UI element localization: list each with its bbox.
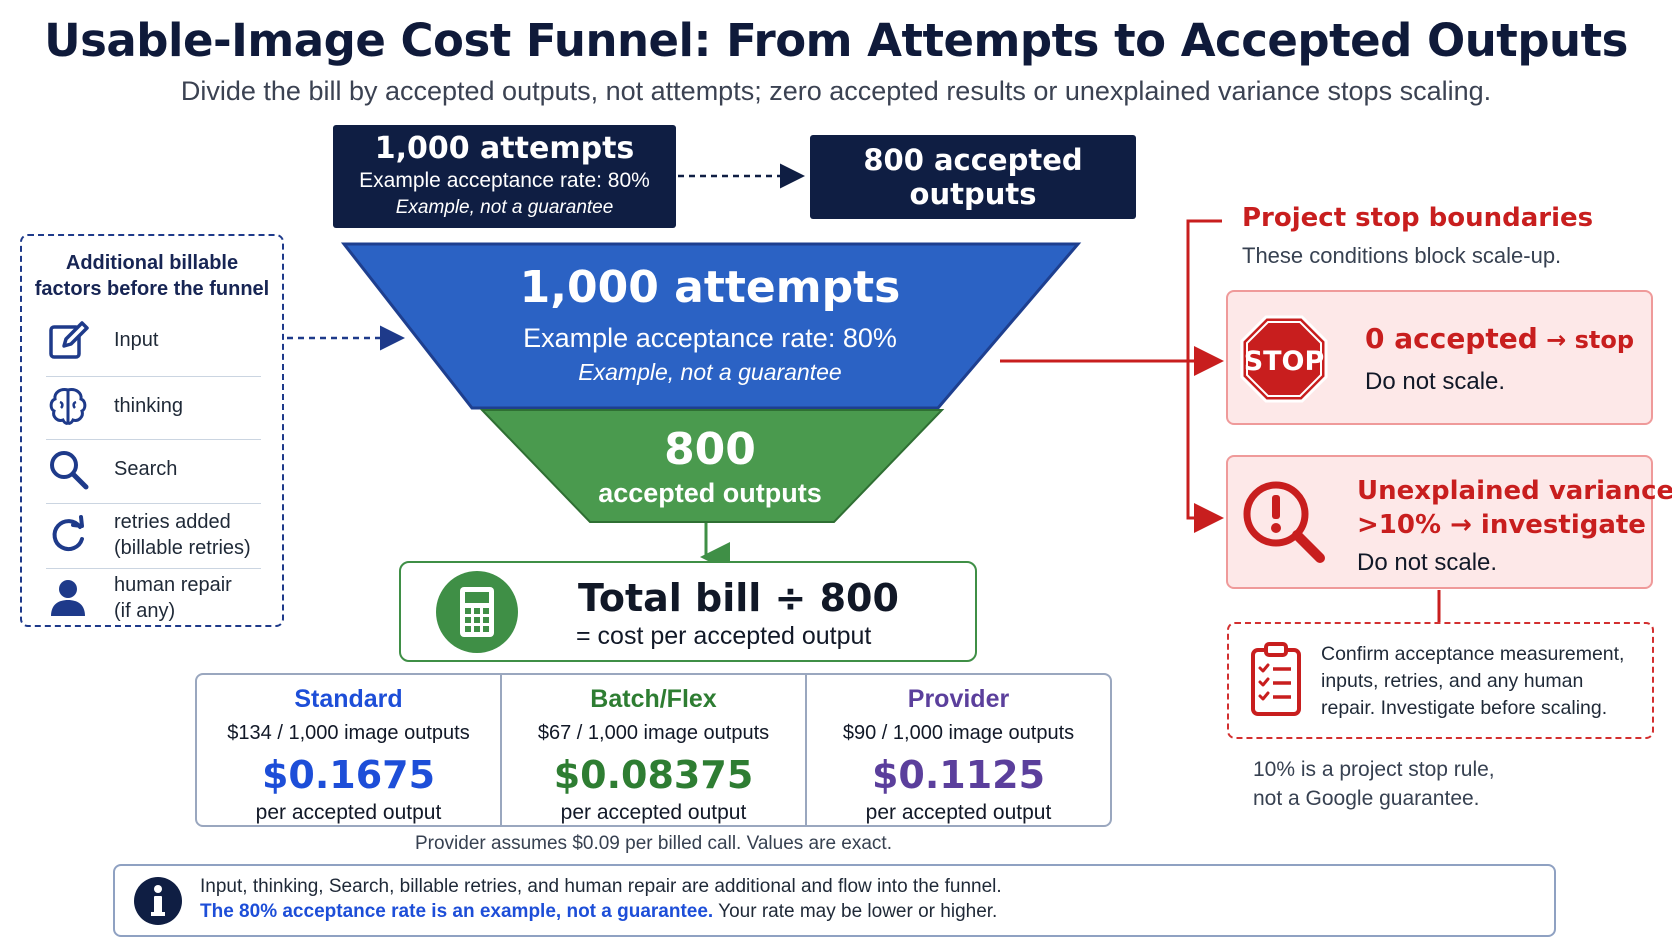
factor-divider	[46, 503, 261, 504]
accepted-box: 800 accepted outputs	[810, 135, 1136, 219]
factor-retries-text: retries added (billable retries)	[114, 509, 251, 561]
info-rest: Your rate may be lower or higher.	[713, 901, 998, 922]
factor-search-label: Search	[114, 458, 178, 480]
pricing-cost: $0.1675	[261, 753, 436, 797]
factors-heading: Additional billable factors before the f…	[22, 250, 282, 302]
factor-divider	[46, 439, 261, 440]
variance-body: Do not scale.	[1357, 549, 1498, 576]
pricing-batch-flex: Batch/Flex $67 / 1,000 image outputs $0.…	[502, 675, 805, 825]
factor-divider	[46, 376, 261, 377]
factor-thinking-label: thinking	[114, 395, 183, 417]
stop-boundaries-subheading: These conditions block scale-up.	[1242, 243, 1562, 268]
factor-input: Input	[44, 311, 262, 369]
factor-human-repair-label: human repair	[114, 574, 232, 596]
info-line-2: The 80% acceptance rate is an example, n…	[200, 901, 997, 923]
funnel-accepted-count: 800	[664, 424, 756, 475]
funnel-note: Example, not a guarantee	[578, 359, 842, 385]
attempts-note: Example, not a guarantee	[395, 197, 614, 218]
rule-note-line2: not a Google guarantee.	[1253, 787, 1480, 810]
stop-sign-text: STOP	[1244, 346, 1325, 377]
brain-icon	[44, 382, 92, 430]
pricing-name: Provider	[907, 685, 1010, 713]
person-icon	[44, 574, 92, 622]
calculator-icon	[435, 570, 519, 659]
funnel-accepted-label: accepted outputs	[598, 478, 822, 508]
info-icon	[133, 876, 183, 931]
billable-factors-panel: Additional billable factors before the f…	[20, 234, 284, 627]
alert-magnifier-icon	[1240, 478, 1328, 571]
page-title: Usable-Image Cost Funnel: From Attempts …	[44, 14, 1628, 67]
stop-card-variance	[1226, 455, 1653, 589]
stop-boundaries-heading: Project stop boundaries	[1242, 203, 1594, 233]
pricing-standard: Standard $134 / 1,000 image outputs $0.1…	[197, 675, 500, 825]
pricing-divider	[805, 675, 807, 825]
confirm-box	[1227, 622, 1654, 739]
pricing-cost: $0.08375	[553, 753, 754, 797]
rule-note-line1: 10% is a project stop rule,	[1253, 758, 1495, 781]
edit-icon	[44, 316, 92, 364]
factor-divider	[46, 568, 261, 569]
pricing-rate: $90 / 1,000 image outputs	[842, 722, 1075, 744]
bill-formula: Total bill ÷ 800	[578, 576, 899, 620]
confirm-text: Confirm acceptance measurement, inputs, …	[1321, 643, 1625, 719]
pricing-rate: $67 / 1,000 image outputs	[537, 722, 770, 744]
factors-heading-line2: factors before the funnel	[34, 278, 270, 300]
boundary-bracket	[1186, 219, 1224, 533]
pricing-per: per accepted output	[560, 801, 747, 824]
factor-human-repair-sub: (if any)	[114, 600, 176, 622]
zero-accepted-title: 0 accepted → stop	[1365, 322, 1634, 355]
factor-retries-sub: (billable retries)	[114, 537, 251, 559]
pricing-footnote: Provider assumes $0.09 per billed call. …	[414, 833, 892, 854]
factor-human-repair-text: human repair (if any)	[114, 572, 232, 624]
funnel-rate: Example acceptance rate: 80%	[523, 323, 897, 353]
pricing-cost: $0.1125	[871, 753, 1046, 797]
info-emphasis: The 80% acceptance rate is an example, n…	[200, 901, 714, 922]
pricing-table: Standard $134 / 1,000 image outputs $0.1…	[195, 673, 1112, 827]
pricing-name: Batch/Flex	[590, 685, 717, 713]
stop-sign-icon: STOP	[1240, 315, 1328, 408]
page-subtitle: Divide the bill by accepted outputs, not…	[180, 76, 1492, 106]
factor-thinking: thinking	[44, 377, 262, 435]
attempts-headline: 1,000 attempts	[374, 131, 635, 166]
search-icon	[44, 445, 92, 493]
pricing-per: per accepted output	[255, 801, 442, 824]
info-box	[113, 864, 1556, 937]
factor-retries: retries added (billable retries)	[44, 506, 262, 564]
variance-title: Unexplained variance >10% → investigate	[1357, 474, 1672, 542]
checklist-icon	[1250, 641, 1302, 722]
factor-search: Search	[44, 440, 262, 498]
attempts-rate: Example acceptance rate: 80%	[359, 169, 650, 192]
factor-input-label: Input	[114, 329, 159, 351]
pricing-provider: Provider $90 / 1,000 image outputs $0.11…	[807, 675, 1110, 825]
funnel-bottom-band	[479, 409, 945, 523]
funnel-top-band	[340, 242, 1082, 410]
pricing-name: Standard	[294, 685, 403, 713]
variance-title-line1: Unexplained variance	[1357, 476, 1672, 506]
factor-retries-label: retries added	[114, 511, 231, 533]
rule-note: 10% is a project stop rule, not a Google…	[1253, 755, 1495, 813]
bill-result: = cost per accepted output	[576, 622, 872, 650]
variance-title-line2: >10% → investigate	[1357, 510, 1646, 540]
pricing-rate: $134 / 1,000 image outputs	[227, 722, 470, 744]
zero-accepted-body: Do not scale.	[1365, 368, 1506, 395]
funnel-attempts: 1,000 attempts	[519, 262, 901, 313]
zero-accepted-main: 0 accepted	[1365, 322, 1538, 355]
refresh-icon	[44, 511, 92, 559]
info-line-1: Input, thinking, Search, billable retrie…	[200, 876, 1002, 897]
factors-heading-line1: Additional billable	[65, 252, 239, 274]
factor-human-repair: human repair (if any)	[44, 569, 262, 627]
zero-accepted-arrow: → stop	[1537, 326, 1635, 354]
accepted-box-label: 800 accepted outputs	[863, 143, 1083, 211]
attempts-box: 1,000 attempts Example acceptance rate: …	[333, 125, 676, 228]
pricing-per: per accepted output	[865, 801, 1052, 824]
pricing-divider	[500, 675, 502, 825]
